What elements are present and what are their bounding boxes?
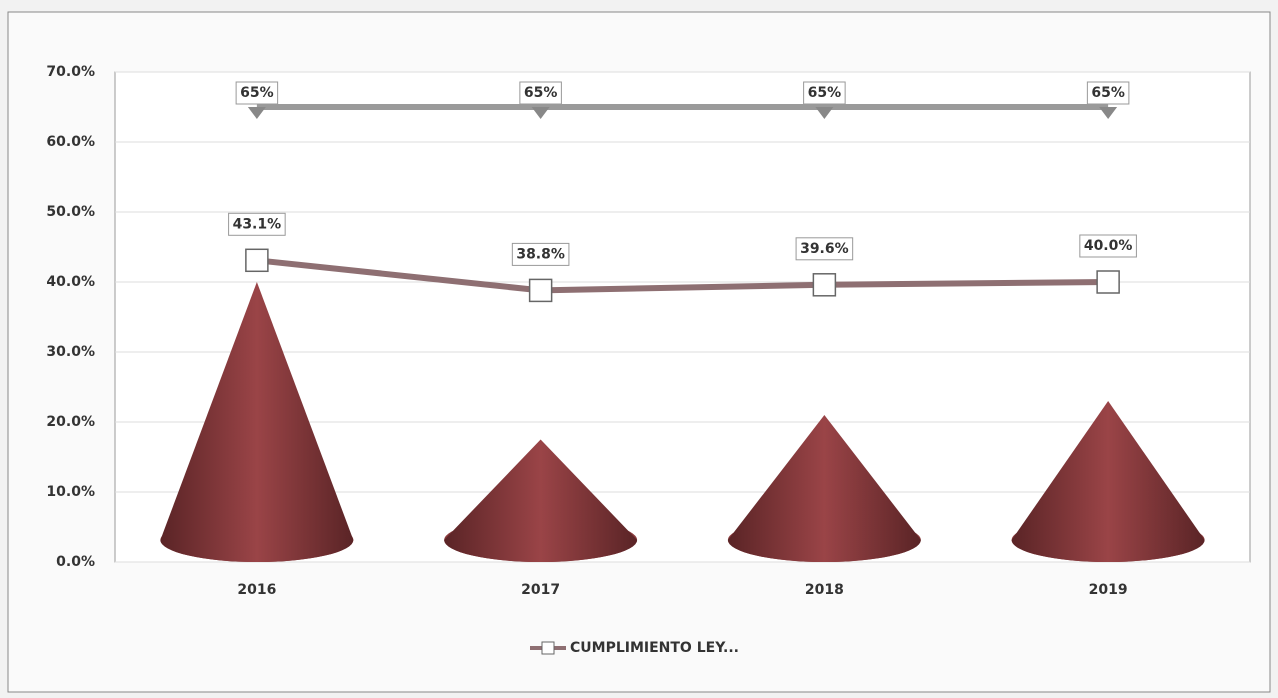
cone [444,439,638,562]
legend-marker [541,641,555,655]
x-tick-label: 2018 [805,582,844,598]
line [256,257,1109,294]
marker [531,107,550,119]
marker [1099,107,1118,119]
y-tick-label: 70.0% [46,64,95,80]
marker [812,273,837,297]
data-label-box [235,81,279,105]
data-label-box [228,212,286,236]
data-label-box [795,237,854,261]
y-tick-label: 20.0% [46,414,95,430]
y-tick-label: 50.0% [46,204,95,220]
marker [245,248,269,273]
data-label-box [1079,234,1137,258]
y-tick-label: 40.0% [46,274,95,290]
data-label-box [511,242,570,266]
y-tick-label: 0.0% [56,554,95,570]
marker [247,107,266,119]
marker [528,278,553,303]
data-label: 40.0% [1084,238,1133,254]
data-label-box [1086,81,1130,105]
data-label: 65% [240,85,274,101]
cone [727,415,921,562]
data-label: 65% [1091,85,1125,101]
data-label: 38.8% [516,246,565,262]
legend-label: CUMPLIMIENTO LEY... [570,640,739,656]
data-label: 39.6% [800,241,849,257]
marker [1096,270,1120,294]
data-label-box [519,81,562,105]
marker [815,107,834,119]
x-tick-label: 2016 [237,582,276,598]
x-tick-label: 2019 [1089,582,1128,598]
data-label-box [803,81,846,105]
y-tick-label: 30.0% [46,344,95,360]
cone [160,282,354,562]
data-label: 43.1% [233,216,282,232]
data-label: 65% [808,85,842,101]
y-tick-label: 10.0% [46,484,95,500]
x-tick-label: 2017 [521,582,560,598]
y-tick-label: 60.0% [46,134,95,150]
data-label: 65% [524,85,558,101]
cone [1011,401,1205,562]
